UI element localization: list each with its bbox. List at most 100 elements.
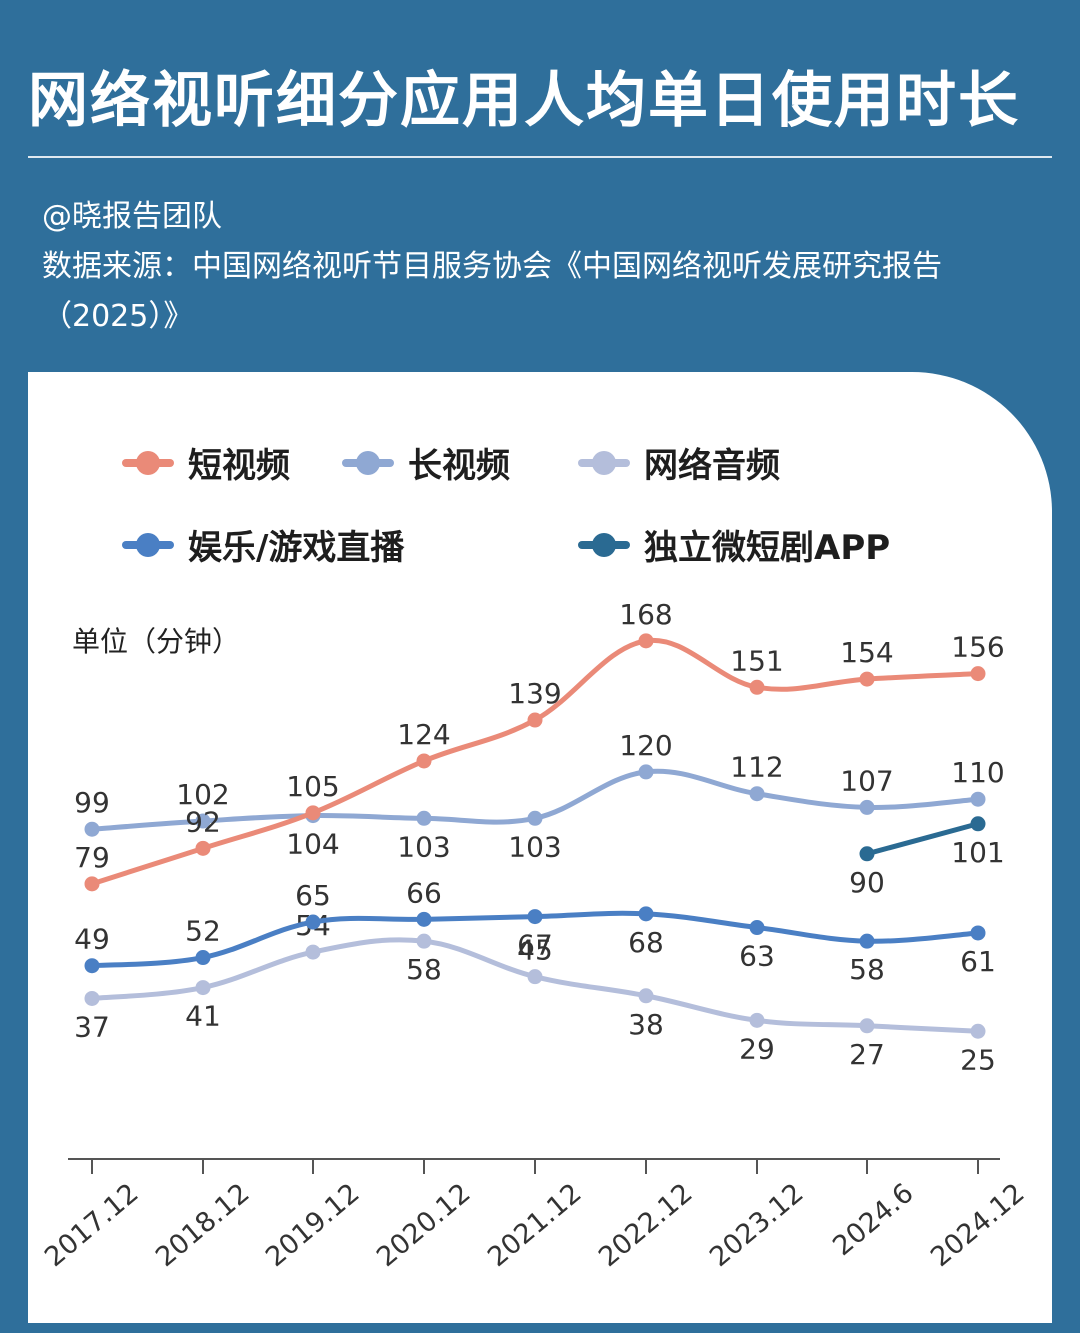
legend-label-long-video: 长视频 [408, 446, 510, 486]
x-tick-label: 2018.12 [150, 1178, 255, 1274]
legend-swatch-long-video [342, 450, 394, 475]
data-label-short-video: 124 [397, 718, 450, 751]
legend-item-audio: 网络音频 [578, 438, 780, 487]
data-point-live [527, 909, 543, 925]
data-point-live [749, 920, 765, 936]
data-label-live: 68 [628, 926, 664, 959]
author-label: @晓报告团队 [42, 199, 222, 234]
data-label-long-video: 102 [176, 778, 229, 811]
data-label-live: 61 [960, 945, 996, 978]
data-label-live: 52 [185, 915, 221, 948]
data-point-short-video [84, 876, 100, 892]
data-label-long-video: 104 [286, 828, 339, 861]
legend-swatch-live [122, 532, 174, 557]
data-point-short-video [638, 633, 654, 649]
data-label-live: 66 [406, 876, 442, 909]
legend-item-micro-drama: 独立微短剧APP [578, 520, 890, 569]
data-label-live: 58 [849, 953, 885, 986]
legend-item-short-video: 短视频 [122, 438, 290, 487]
legend-item-live: 娱乐/游戏直播 [122, 520, 404, 569]
data-point-short-video [305, 805, 321, 821]
data-label-long-video: 107 [840, 764, 893, 797]
data-label-live: 49 [74, 923, 110, 956]
data-point-micro-drama [970, 816, 986, 832]
data-point-long-video [749, 786, 765, 802]
data-label-audio: 27 [849, 1038, 885, 1071]
data-point-short-video [859, 671, 875, 687]
data-point-audio [749, 1012, 765, 1028]
x-tick-label: 2021.12 [482, 1178, 587, 1274]
source-label: 数据来源：中国网络视听节目服务协会《中国网络视听发展研究报告（2025）》 [42, 249, 942, 334]
data-label-audio: 58 [406, 953, 442, 986]
data-label-audio: 38 [628, 1008, 664, 1041]
data-label-long-video: 112 [730, 751, 783, 784]
data-label-short-video: 105 [286, 770, 339, 803]
x-tick-label: 2022.12 [593, 1178, 698, 1274]
data-label-short-video: 156 [951, 631, 1004, 664]
data-label-short-video: 168 [619, 598, 672, 631]
y-unit-label: 单位（分钟） [72, 625, 241, 658]
data-point-long-video [527, 810, 543, 826]
data-point-live [84, 958, 100, 974]
data-label-short-video: 92 [185, 805, 221, 838]
legend-swatch-micro-drama [578, 532, 630, 557]
data-point-live [970, 925, 986, 941]
x-tick-label: 2024.12 [925, 1178, 1030, 1274]
data-point-audio [195, 980, 211, 996]
x-tick-label: 2017.12 [39, 1178, 144, 1274]
x-tick-label: 2024.6 [827, 1178, 919, 1262]
legend-label-micro-drama: 独立微短剧APP [644, 528, 891, 568]
data-label-long-video: 120 [619, 729, 672, 762]
data-label-micro-drama: 101 [951, 836, 1004, 869]
legend-swatch-short-video [122, 450, 174, 475]
data-point-long-video [195, 813, 211, 829]
title-divider [28, 156, 1052, 158]
data-point-audio [84, 990, 100, 1006]
data-label-audio: 37 [74, 1010, 110, 1043]
data-point-audio [416, 933, 432, 949]
data-point-long-video [84, 821, 100, 837]
x-tick-label: 2019.12 [260, 1178, 365, 1274]
data-point-long-video [859, 799, 875, 815]
data-point-audio [305, 944, 321, 960]
data-label-long-video: 103 [508, 830, 561, 863]
data-point-long-video [970, 791, 986, 807]
data-point-live [416, 911, 432, 927]
data-point-audio [970, 1023, 986, 1039]
data-point-long-video [416, 810, 432, 826]
legend-label-short-video: 短视频 [188, 446, 290, 486]
legend-swatch-audio [578, 450, 630, 475]
x-tick-label: 2020.12 [371, 1178, 476, 1274]
data-point-live [638, 906, 654, 922]
data-label-audio: 41 [185, 1000, 221, 1033]
series-line-micro-drama [864, 821, 981, 857]
data-point-short-video [195, 840, 211, 856]
data-point-short-video [416, 753, 432, 769]
data-point-short-video [749, 679, 765, 695]
data-point-audio [859, 1018, 875, 1034]
page-title: 网络视听细分应用人均单日使用时长 [28, 66, 1020, 136]
data-point-micro-drama [859, 846, 875, 862]
data-label-long-video: 110 [951, 756, 1004, 789]
data-label-live: 63 [739, 940, 775, 973]
data-label-short-video: 139 [508, 677, 561, 710]
data-label-audio: 25 [960, 1043, 996, 1076]
legend-label-audio: 网络音频 [644, 446, 780, 486]
legend-label-live: 娱乐/游戏直播 [188, 528, 405, 568]
data-label-micro-drama: 90 [849, 866, 885, 899]
data-point-short-video [527, 712, 543, 728]
legend-item-long-video: 长视频 [342, 438, 510, 487]
data-point-long-video [638, 764, 654, 780]
data-label-short-video: 154 [840, 636, 893, 669]
data-point-short-video [970, 666, 986, 682]
x-tick-label: 2023.12 [704, 1178, 809, 1274]
data-label-audio: 29 [739, 1032, 775, 1065]
data-label-short-video: 151 [730, 644, 783, 677]
data-label-audio: 45 [517, 934, 553, 967]
data-label-live: 65 [295, 879, 331, 912]
data-label-long-video: 99 [74, 786, 110, 819]
data-label-live: 67 [517, 929, 553, 962]
data-point-live [859, 933, 875, 949]
data-point-live [195, 950, 211, 966]
